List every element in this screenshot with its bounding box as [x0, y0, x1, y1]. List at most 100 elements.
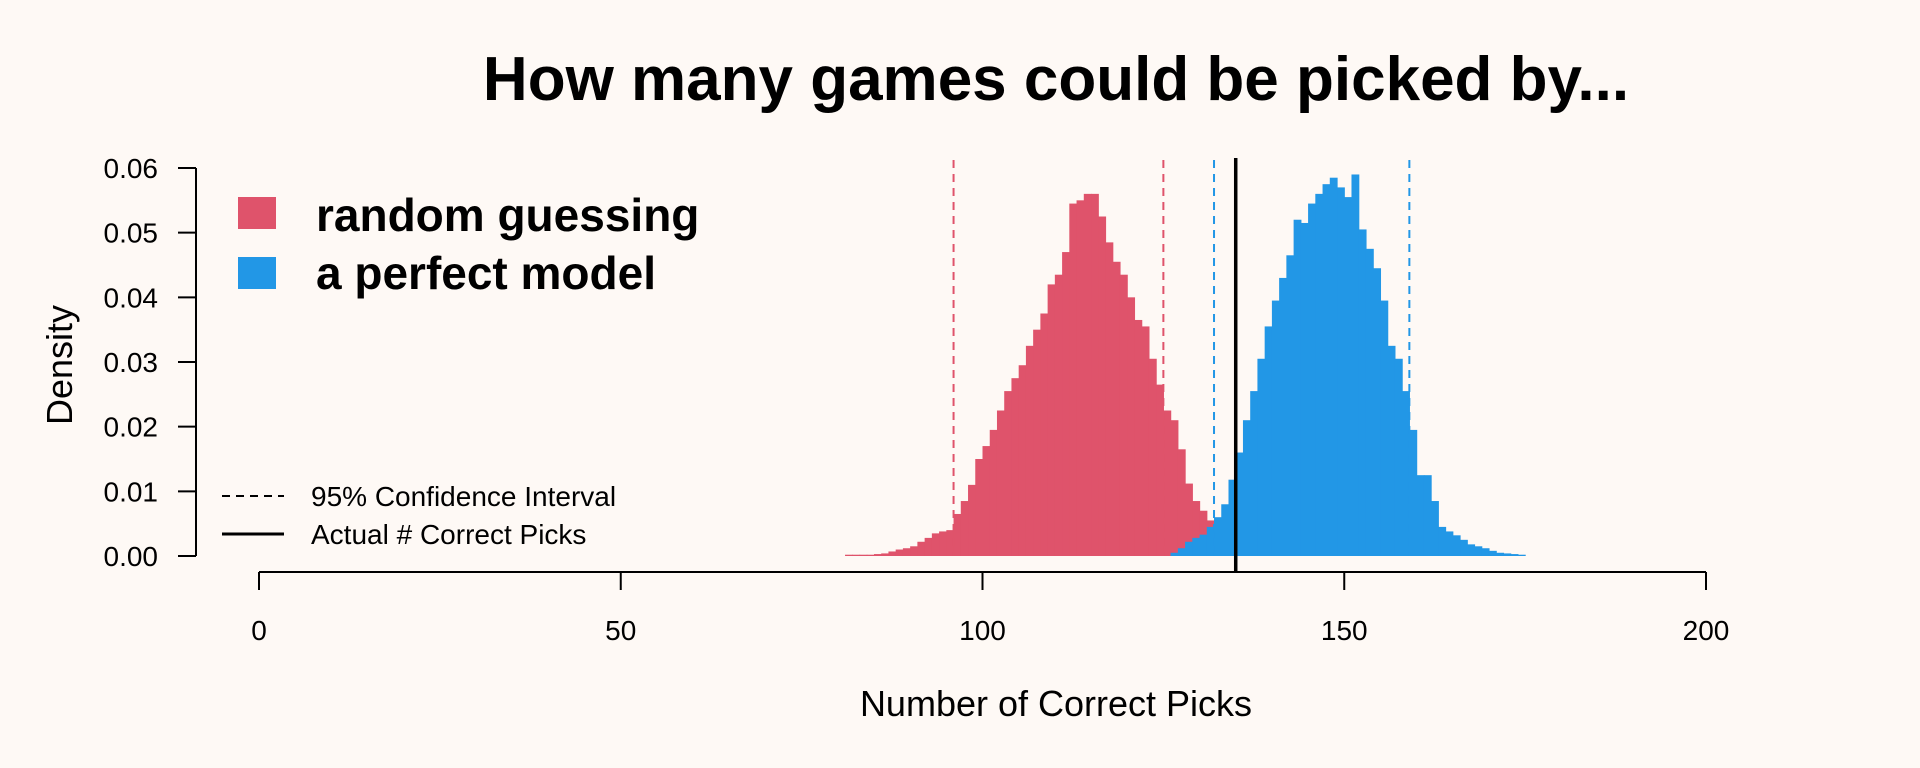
- random-guessing-bar: [1011, 378, 1020, 556]
- random-guessing-bar: [996, 410, 1005, 556]
- perfect-model-bar: [1481, 548, 1490, 556]
- perfect-model-bar: [1510, 554, 1519, 556]
- perfect-model-bar: [1467, 544, 1476, 556]
- random-guessing-bar: [1091, 193, 1099, 556]
- perfect-model-bar: [1503, 553, 1512, 556]
- x-tick-label: 50: [605, 615, 636, 646]
- perfect-model-bar: [1315, 193, 1324, 556]
- chart-title: How many games could be picked by...: [483, 45, 1629, 114]
- perfect-model-bar: [1517, 554, 1526, 556]
- x-tick-label: 150: [1321, 615, 1368, 646]
- random-guessing-bar: [1033, 329, 1041, 556]
- perfect-model-bar: [1394, 358, 1403, 556]
- y-tick-label: 0.00: [104, 541, 159, 572]
- random-guessing-bar: [902, 548, 911, 556]
- random-guessing-bar: [910, 546, 918, 556]
- perfect-model-bar: [1460, 539, 1468, 556]
- random-guessing-bar: [1119, 274, 1128, 556]
- perfect-model-bar: [1358, 229, 1367, 556]
- y-tick-label: 0.03: [104, 347, 159, 378]
- random-guessing-bar: [1177, 449, 1186, 556]
- legend-label-random: random guessing: [316, 189, 699, 241]
- perfect-model-bar: [1185, 541, 1193, 556]
- perfect-model-bar: [1416, 475, 1425, 556]
- random-guessing-bar: [968, 484, 976, 556]
- random-guessing-bar: [1047, 284, 1056, 556]
- random-guessing-bar: [1025, 345, 1034, 556]
- random-guessing-bar: [1156, 384, 1164, 556]
- legend-label-ci: 95% Confidence Interval: [311, 481, 616, 512]
- perfect-model-bar: [1329, 177, 1338, 556]
- random-guessing-bar: [1127, 297, 1136, 556]
- random-guessing-bar: [953, 513, 962, 556]
- perfect-model-bar: [1423, 475, 1432, 556]
- perfect-model-bar: [1199, 534, 1208, 556]
- random-guessing-bar: [1018, 365, 1027, 556]
- perfect-model-bar: [1409, 429, 1418, 556]
- random-guessing-bar: [931, 533, 940, 556]
- random-guessing-bar: [939, 531, 947, 556]
- random-guessing-bar: [989, 429, 998, 556]
- y-tick-label: 0.04: [104, 282, 159, 313]
- y-tick-label: 0.06: [104, 153, 159, 184]
- y-tick-label: 0.05: [104, 218, 159, 249]
- random-guessing-bar: [1170, 420, 1179, 556]
- perfect-model-bar: [1488, 550, 1497, 556]
- perfect-model-bar: [1373, 268, 1382, 556]
- random-guessing-bar: [1148, 358, 1157, 556]
- perfect-model-bar: [1257, 358, 1266, 556]
- perfect-model-bar: [1228, 479, 1237, 556]
- perfect-model-bar: [1452, 535, 1461, 556]
- legend-label-actual: Actual # Correct Picks: [311, 519, 586, 550]
- random-guessing-bar: [1199, 510, 1208, 556]
- random-guessing-bar: [1105, 242, 1114, 556]
- perfect-model-bar: [1308, 203, 1316, 556]
- random-guessing-bar: [1134, 319, 1143, 556]
- random-guessing-bar: [1141, 326, 1150, 556]
- random-guessing-bar: [1192, 501, 1201, 556]
- random-guessing-bar: [873, 554, 882, 556]
- perfect-model-bar: [1351, 174, 1360, 556]
- random-guessing-bar: [1054, 274, 1063, 556]
- random-guessing-bar: [895, 549, 904, 556]
- random-guessing-bar: [960, 501, 969, 556]
- x-tick-label: 100: [959, 615, 1006, 646]
- perfect-model-bar: [1445, 531, 1454, 556]
- random-guessing-bars: [845, 193, 1302, 556]
- random-guessing-bar: [946, 530, 955, 556]
- perfect-model-bar: [1402, 391, 1410, 556]
- y-tick-label: 0.02: [104, 412, 159, 443]
- perfect-model-bar: [1344, 197, 1353, 556]
- perfect-model-bar: [1279, 277, 1287, 556]
- random-guessing-bar: [1083, 193, 1092, 556]
- random-guessing-bar: [1112, 261, 1121, 556]
- legend-swatch-perfect: [238, 257, 276, 289]
- perfect-model-bar: [1214, 517, 1222, 556]
- perfect-model-bar: [1365, 248, 1374, 556]
- random-guessing-bar: [1076, 200, 1085, 556]
- perfect-model-bar: [1286, 255, 1295, 557]
- x-axis: 0 50 100 150 200: [251, 571, 1729, 646]
- random-guessing-bar: [852, 554, 861, 556]
- perfect-model-bar: [1242, 420, 1251, 556]
- perfect-model-bar: [1380, 300, 1389, 556]
- random-guessing-bar: [859, 554, 868, 556]
- y-axis: 0.00 0.01 0.02 0.03 0.04 0.05 0.06: [104, 153, 197, 572]
- random-guessing-bar: [924, 537, 933, 556]
- random-guessing-bar: [1163, 410, 1172, 556]
- random-guessing-bar: [1062, 252, 1070, 556]
- x-tick-label: 0: [251, 615, 267, 646]
- random-guessing-bar: [982, 446, 991, 556]
- random-guessing-bar: [1185, 483, 1193, 556]
- perfect-model-bar: [1235, 452, 1244, 556]
- perfect-model-bars: [1170, 174, 1526, 557]
- legend-label-perfect: a perfect model: [316, 247, 656, 299]
- random-guessing-bar: [1098, 216, 1107, 556]
- perfect-model-bar: [1250, 391, 1259, 556]
- perfect-model-bar: [1322, 184, 1331, 557]
- perfect-model-bar: [1206, 526, 1215, 556]
- perfect-model-bar: [1221, 504, 1230, 556]
- perfect-model-bar: [1474, 546, 1483, 556]
